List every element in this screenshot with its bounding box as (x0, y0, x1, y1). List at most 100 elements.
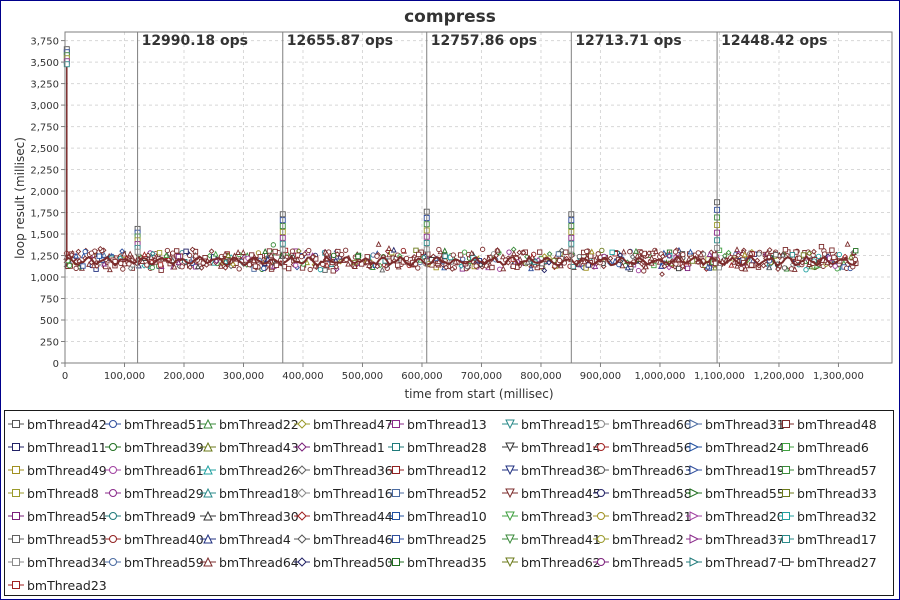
legend-marker-icon (294, 511, 310, 521)
legend-label: bmThread16 (313, 485, 393, 501)
legend-label: bmThread53 (27, 531, 107, 547)
x-tick-label: 300,000 (223, 371, 264, 382)
legend-label: bmThread1 (313, 439, 385, 455)
data-point (286, 265, 292, 272)
legend-item: bmThread63 (593, 461, 692, 479)
data-point (836, 251, 842, 258)
data-point (712, 264, 718, 271)
legend-item: bmThread22 (200, 415, 299, 433)
data-point (853, 248, 859, 254)
y-tick-label: 1,000 (30, 273, 59, 284)
legend-marker-icon (294, 534, 310, 544)
legend-marker-icon (593, 512, 609, 520)
legend-marker-icon (105, 489, 121, 497)
legend-item: bmThread16 (294, 484, 393, 502)
data-point (338, 251, 345, 258)
legend-label: bmThread29 (124, 485, 204, 501)
legend-label: bmThread12 (407, 462, 487, 478)
data-point (119, 248, 125, 254)
legend-marker-icon (388, 420, 404, 428)
legend-marker-icon (105, 443, 121, 451)
data-point (390, 246, 397, 253)
data-point (374, 253, 380, 259)
data-point (624, 264, 631, 271)
legend-label: bmThread25 (407, 531, 487, 547)
x-tick-label: 0 (62, 371, 68, 382)
legend-label: bmThread56 (612, 439, 692, 455)
data-point (773, 252, 779, 258)
data-point (189, 246, 196, 253)
legend-item: bmThread20 (686, 507, 785, 525)
legend-marker-icon (105, 420, 121, 428)
legend-item: bmThread62 (502, 553, 601, 571)
legend-marker-icon (8, 420, 24, 428)
data-point (452, 258, 459, 265)
legend-marker-icon (388, 535, 404, 543)
legend-marker-icon (593, 443, 609, 451)
series-line (64, 254, 858, 268)
legend-marker-icon (778, 512, 794, 520)
y-tick-label: 2,000 (30, 187, 59, 198)
legend-marker-icon (593, 489, 609, 497)
data-point (457, 252, 464, 258)
legend-label: bmThread34 (27, 554, 107, 570)
data-point (127, 265, 134, 272)
data-point (617, 252, 624, 258)
data-point (510, 250, 517, 257)
legend-label: bmThread22 (219, 416, 299, 432)
data-point (712, 252, 718, 258)
legend-label: bmThread58 (612, 485, 692, 501)
legend-marker-icon (502, 557, 518, 568)
legend-marker-icon (105, 535, 121, 543)
data-point (499, 253, 506, 260)
legend-label: bmThread51 (124, 416, 204, 432)
legend-label: bmThread10 (407, 508, 487, 524)
legend-marker-icon (593, 466, 609, 474)
legend-item: bmThread10 (388, 507, 487, 525)
legend-item: bmThread42 (8, 415, 107, 433)
data-point (576, 253, 582, 260)
data-point (844, 240, 851, 247)
legend-marker-icon (200, 487, 216, 498)
data-point (403, 255, 410, 262)
legend-item: bmThread64 (200, 553, 299, 571)
data-point (555, 251, 562, 257)
data-point (366, 262, 372, 268)
data-point (609, 249, 615, 255)
data-point (458, 263, 465, 269)
legend-label: bmThread17 (797, 531, 877, 547)
data-point (330, 268, 336, 274)
data-point (171, 263, 178, 270)
iteration-ops-label: 12713.71 ops (575, 33, 681, 49)
data-point (273, 262, 280, 268)
legend-item: bmThread45 (502, 484, 601, 502)
data-point (541, 267, 548, 274)
legend-label: bmThread64 (219, 554, 299, 570)
data-point (126, 261, 132, 267)
data-point (461, 249, 468, 255)
legend-item: bmThread12 (388, 461, 487, 479)
legend-marker-icon (502, 419, 518, 430)
legend-item: bmThread30 (200, 507, 299, 525)
data-point (642, 263, 649, 270)
data-point (803, 267, 809, 273)
data-point (829, 247, 835, 253)
data-point (675, 265, 682, 272)
legend-item: bmThread9 (105, 507, 196, 525)
data-point (389, 250, 395, 256)
iteration-ops-label: 12757.86 ops (431, 33, 537, 49)
legend-item: bmThread33 (778, 484, 877, 502)
legend-marker-icon (105, 466, 121, 474)
data-point (148, 253, 155, 260)
legend-item: bmThread55 (686, 484, 785, 502)
data-point (481, 257, 488, 264)
data-point (635, 267, 642, 274)
x-tick-label: 600,000 (401, 371, 442, 382)
legend-marker-icon (294, 442, 310, 452)
data-point (764, 249, 771, 256)
legend-item: bmThread59 (105, 553, 204, 571)
data-point (641, 268, 647, 274)
legend-marker-icon (8, 535, 24, 543)
legend-marker-icon (388, 443, 404, 451)
legend-label: bmThread62 (521, 554, 601, 570)
